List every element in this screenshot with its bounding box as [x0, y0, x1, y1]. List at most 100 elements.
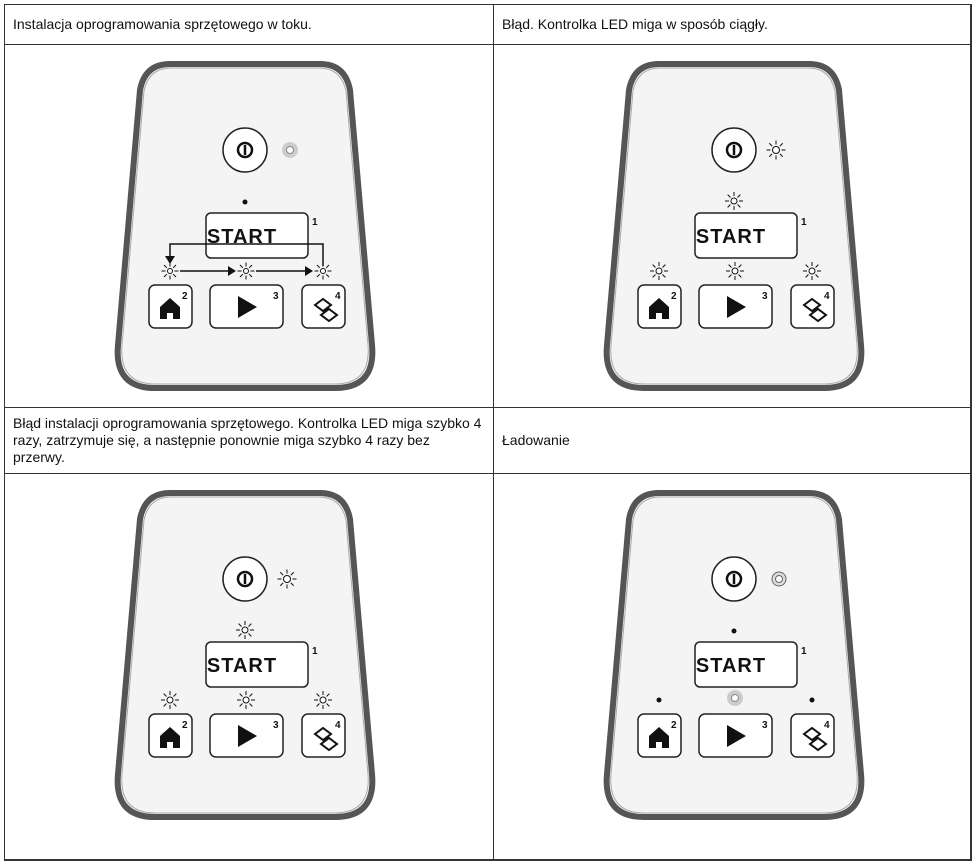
button-number: 1: [801, 646, 807, 657]
led-blink: [655, 267, 663, 275]
stack-icon: [802, 726, 828, 752]
led-ray: [248, 273, 253, 278]
home-icon: [160, 727, 180, 748]
power-icon: [236, 141, 254, 159]
arrow-head: [305, 266, 313, 276]
button-number: 4: [824, 291, 830, 302]
power-icon: [236, 570, 254, 588]
button-number: 2: [671, 720, 677, 731]
led-ray: [779, 153, 784, 158]
led-ray: [662, 264, 666, 268]
led-on: [731, 628, 737, 634]
led-ray: [238, 623, 242, 627]
led-ray: [316, 264, 321, 269]
play-icon: [727, 725, 746, 747]
stack-icon: [313, 726, 339, 752]
image-cell: START 1 2 3 4: [4, 473, 494, 860]
led-ray: [249, 693, 253, 697]
button-number: 4: [335, 291, 341, 302]
button-number: 3: [762, 291, 768, 302]
led-on: [656, 697, 662, 703]
led-blink: [731, 267, 739, 275]
led-ray: [738, 274, 742, 278]
table: Instalacja oprogramowania sprzętowego w …: [4, 4, 972, 861]
led-ray: [248, 623, 252, 627]
led-ray: [326, 693, 330, 697]
button-number: 1: [801, 217, 807, 228]
keypad: START 1 2 3 4: [603, 490, 865, 820]
led-blink: [243, 268, 249, 274]
button-number: 3: [273, 720, 279, 731]
home-icon: [649, 298, 669, 319]
led-blink: [772, 146, 780, 154]
led-ray: [738, 264, 742, 268]
led-ray: [805, 274, 809, 278]
button-number: 2: [182, 720, 188, 731]
start-label: START: [207, 226, 277, 248]
led-blink: [319, 696, 327, 704]
home-icon: [160, 298, 180, 319]
led-ray: [279, 582, 284, 587]
panel-inner: [610, 496, 858, 814]
led-ray: [239, 693, 243, 697]
start-button: [694, 212, 798, 259]
led-ray: [727, 204, 731, 208]
led-ray: [290, 571, 295, 576]
led-ray: [805, 264, 809, 268]
led-ray: [325, 264, 330, 269]
caption: Ładowanie: [493, 407, 971, 474]
led-blink: [283, 575, 291, 583]
led-on: [809, 697, 815, 703]
led-ray: [737, 194, 741, 198]
arrow-head: [165, 256, 175, 264]
led-ray: [239, 264, 244, 269]
led-ray: [326, 703, 330, 707]
stack-icon: [313, 297, 339, 323]
led-ray: [727, 194, 731, 198]
panel-inner: [121, 67, 369, 385]
led-blink: [166, 696, 174, 704]
power-icon: [725, 570, 743, 588]
led-ray: [239, 703, 243, 707]
led-ray: [768, 142, 773, 147]
led-ray: [728, 274, 732, 278]
led-ray: [779, 142, 784, 147]
sequence-arrow: [169, 243, 324, 266]
led-ray: [652, 274, 656, 278]
led-ray: [316, 273, 321, 278]
led-ray: [239, 273, 244, 278]
button-number: 3: [762, 720, 768, 731]
play-icon: [727, 296, 746, 318]
panel-inner: [610, 67, 858, 385]
led-ray: [279, 571, 284, 576]
button-number: 3: [273, 291, 279, 302]
led-ray: [248, 633, 252, 637]
led-ray: [172, 273, 177, 278]
led-ray: [163, 703, 167, 707]
stack-icon: [802, 297, 828, 323]
led-ray: [248, 264, 253, 269]
led-ray: [316, 693, 320, 697]
led-ray: [163, 693, 167, 697]
led-blink: [320, 268, 326, 274]
led-glow-core: [731, 694, 739, 702]
led-ray: [737, 204, 741, 208]
keypad: START 1 2 3 4: [603, 61, 865, 391]
caption: Błąd instalacji oprogramowania sprzętowe…: [4, 407, 494, 474]
button-number: 1: [312, 217, 318, 228]
start-button: [205, 641, 309, 688]
led-blink: [241, 626, 249, 634]
led-ray: [163, 273, 168, 278]
panel-inner: [121, 496, 369, 814]
led-blink: [167, 268, 173, 274]
led-blink: [242, 696, 250, 704]
led-glow-core: [286, 146, 294, 154]
button-number: 1: [312, 646, 318, 657]
start-label: START: [207, 655, 277, 677]
led-blink: [808, 267, 816, 275]
start-label: START: [696, 226, 766, 248]
play-icon: [238, 296, 257, 318]
caption: Instalacja oprogramowania sprzętowego w …: [4, 4, 494, 45]
led-glow-core: [775, 575, 783, 583]
